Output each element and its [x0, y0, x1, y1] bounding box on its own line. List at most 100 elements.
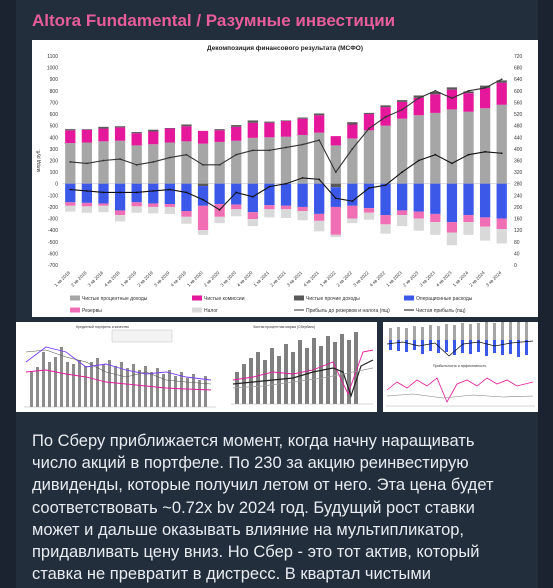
line-point — [218, 163, 221, 166]
bar-segment — [231, 209, 242, 217]
y-tick-label: -300 — [48, 217, 58, 223]
line-point — [451, 97, 453, 99]
bar-segment — [314, 115, 325, 133]
bar-segment — [430, 94, 441, 113]
bar-segment — [297, 118, 308, 135]
line-point — [102, 159, 105, 162]
bar-segment — [380, 224, 391, 234]
bar-segment — [363, 112, 375, 115]
line-point — [301, 177, 304, 179]
line-point — [218, 208, 221, 211]
bar-segment — [413, 97, 424, 116]
bar-segment — [65, 143, 76, 184]
bar-segment — [181, 124, 192, 127]
chart-title: Декомпозиция финансового результата (МСФ… — [207, 45, 363, 52]
message-line: дивиденды, которые получил летом от него… — [32, 476, 494, 495]
message-line: ставка не превратит в дистресс. В кварта… — [32, 565, 431, 584]
bar-segment — [413, 218, 424, 231]
y-tick-label: 800 — [50, 89, 59, 95]
bar-segment — [347, 122, 358, 125]
bar-segment — [181, 183, 192, 212]
line-point — [401, 171, 404, 174]
bar-segment — [413, 211, 424, 219]
bar-segment — [446, 183, 458, 223]
bar-segment — [197, 186, 209, 206]
channel-name[interactable]: Altora Fundamental / Разумные инвестиции — [32, 11, 396, 30]
y2-tick-label: 520 — [514, 112, 523, 118]
bar-segment — [496, 183, 507, 219]
legend-swatch — [294, 295, 304, 301]
line-point — [351, 147, 354, 150]
line-point — [152, 190, 155, 192]
line-point — [417, 97, 420, 99]
line-point — [368, 127, 370, 130]
bar-segment — [247, 122, 258, 138]
message-line: число акций в портфеле. По 230 за акцию … — [32, 454, 469, 473]
line-point — [69, 188, 72, 191]
bar-segment — [148, 129, 159, 132]
bar-segment — [463, 93, 474, 112]
bar-segment — [65, 202, 76, 206]
main-chart-image[interactable]: Декомпозиция финансового результата (МСФ… — [32, 40, 538, 317]
bar-segment — [479, 87, 491, 109]
bar-segment — [181, 126, 192, 142]
bar-segment — [81, 183, 93, 203]
y2-tick-label: 160 — [514, 217, 523, 223]
bar-segment — [297, 183, 308, 207]
legend-label: Операционные расходы — [416, 296, 473, 302]
line-point — [500, 152, 503, 155]
bar-segment — [347, 138, 358, 184]
decomposition-chart: Декомпозиция финансового результата (МСФ… — [32, 40, 538, 317]
bar-segment — [197, 130, 209, 144]
bar-segment — [463, 183, 474, 216]
legend-label: Чистые комиссии — [204, 296, 245, 302]
thumbnail-chart-1[interactable]: Кредитный портфель и качество — [16, 322, 227, 412]
bar-segment — [330, 145, 341, 184]
bar-segment — [479, 183, 491, 218]
bar-segment — [496, 104, 507, 184]
y2-tick-label: 480 — [514, 124, 523, 130]
y2-tick-label: 600 — [514, 89, 523, 95]
line-point — [334, 197, 337, 200]
message-bubble: Altora Fundamental / Разумные инвестиции… — [16, 0, 538, 588]
thumbnail-chart-2[interactable]: Чистая процентная маржа (Сбербанк) — [223, 322, 377, 412]
y2-tick-label: 400 — [514, 147, 523, 153]
bar-segment — [81, 129, 93, 130]
bar-segment — [297, 206, 308, 212]
bar-segment — [114, 183, 126, 211]
bar-segment — [463, 215, 474, 223]
bar-segment — [81, 206, 93, 213]
message-line: придавливать цену вниз. Но Сбер - это то… — [32, 543, 480, 562]
bar-segment — [164, 204, 175, 207]
bar-segment — [98, 205, 109, 213]
line-point — [434, 153, 437, 156]
y-tick-label: -100 — [48, 193, 58, 199]
bar-segment — [430, 222, 441, 235]
y-tick-label: 100 — [50, 170, 59, 176]
legend-label: Чистые прочие доходы — [306, 296, 360, 302]
bar-segment — [380, 105, 391, 108]
bar-segment — [247, 120, 258, 123]
line-point — [318, 178, 321, 181]
legend-swatch — [192, 295, 202, 301]
bar-segment — [197, 230, 209, 235]
bar-segment — [214, 141, 225, 184]
bar-segment — [181, 216, 192, 224]
bar-segment — [114, 210, 126, 216]
y2-tick-label: 240 — [514, 193, 523, 199]
bar-segment — [114, 215, 126, 222]
y-axis-label: млрд руб. — [36, 149, 42, 172]
y2-tick-label: 560 — [514, 100, 523, 106]
y-tick-label: -600 — [48, 251, 58, 257]
bar-segment — [65, 129, 76, 131]
bar-segment — [446, 109, 458, 184]
bar-segment — [264, 205, 275, 210]
thumbnail-chart-3[interactable]: Прибыльность и эффективность — [383, 322, 538, 412]
y2-tick-label: 280 — [514, 182, 523, 188]
bar-segment — [280, 136, 292, 184]
line-point — [102, 191, 105, 194]
bar-segment — [314, 213, 325, 221]
bar-segment — [314, 220, 325, 232]
bar-segment — [297, 134, 308, 184]
bar-segment — [280, 120, 292, 122]
